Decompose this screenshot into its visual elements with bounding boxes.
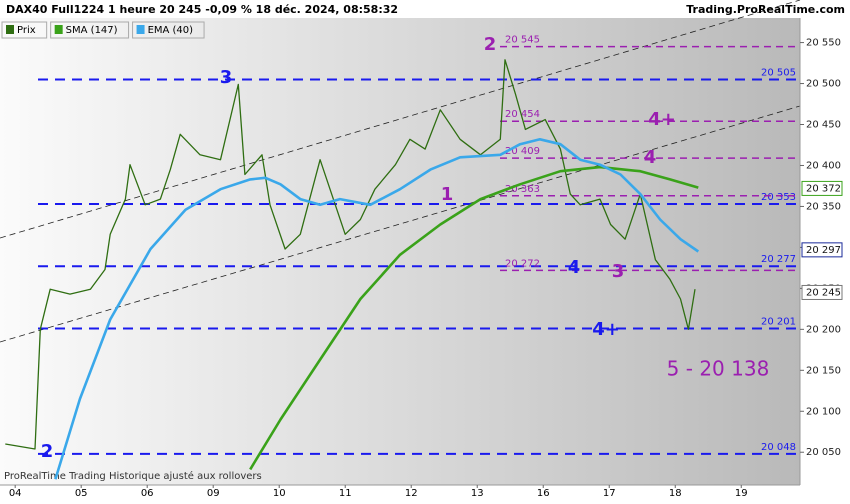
y-tick-label: 20 400 <box>806 160 841 171</box>
y-tick-label: 20 150 <box>806 365 841 376</box>
annotation: 3 <box>220 67 233 88</box>
source: Trading.ProRealTime.com <box>686 3 845 16</box>
price-marker <box>801 242 843 258</box>
level-label: 20 454 <box>505 109 540 120</box>
price-marker-label: 20 245 <box>806 287 841 298</box>
x-tick-label: 17 <box>603 488 616 499</box>
level-label: 20 277 <box>761 254 796 265</box>
x-tick-label: 10 <box>273 488 286 499</box>
level-label: 20 272 <box>505 258 540 269</box>
price-marker-label: 20 297 <box>806 245 841 256</box>
chart-title: DAX40 Full1224 1 heure 20 245 -0,09 % 18… <box>6 3 398 16</box>
price-marker <box>801 180 843 196</box>
y-tick-label: 20 200 <box>806 324 841 335</box>
annotation: 5 - 20 138 <box>667 357 770 381</box>
x-tick-label: 18 <box>669 488 682 499</box>
level-label: 20 505 <box>761 67 796 78</box>
legend-label: SMA (147) <box>66 25 118 36</box>
level-label: 20 201 <box>761 317 796 328</box>
y-tick-label: 20 550 <box>806 38 841 49</box>
y-tick-label: 20 450 <box>806 120 841 131</box>
legend-label: Prix <box>17 25 36 36</box>
legend-label: EMA (40) <box>148 25 194 36</box>
x-tick-label: 04 <box>9 488 22 499</box>
x-tick-label: 09 <box>207 488 220 499</box>
series-line <box>249 165 699 471</box>
x-tick-label: 16 <box>537 488 550 499</box>
price-marker <box>801 284 843 300</box>
x-tick-label: 13 <box>471 488 484 499</box>
legend-swatch <box>6 25 14 34</box>
annotation: 2 <box>484 34 497 55</box>
level-label: 20 048 <box>761 442 796 453</box>
footer: ProRealTime Trading Historique ajusté au… <box>4 470 262 482</box>
x-tick-label: 05 <box>75 488 88 499</box>
annotation: 4+ <box>648 109 676 130</box>
level-label: 20 409 <box>505 146 540 157</box>
legend-swatch <box>136 25 145 34</box>
annotation: 4+ <box>592 319 620 340</box>
series-line <box>54 138 700 480</box>
x-tick-label: 12 <box>405 488 418 499</box>
legend-box <box>132 21 205 39</box>
y-tick-label: 20 500 <box>806 79 841 90</box>
annotation: 2 <box>41 441 54 462</box>
series-line <box>5 59 696 450</box>
y-tick-label: 20 050 <box>806 447 841 458</box>
annotation: 4 <box>644 147 657 168</box>
annotation: 3 <box>612 261 625 282</box>
trend-line <box>0 0 801 239</box>
y-tick-label: 20 100 <box>806 406 841 417</box>
trend-line <box>0 105 801 343</box>
x-tick-label: 06 <box>141 488 154 499</box>
annotation: 4 <box>568 257 581 278</box>
y-tick-label: 20 350 <box>806 201 841 212</box>
annotation: 1 <box>441 184 454 205</box>
legend-box <box>50 21 130 39</box>
x-tick-label: 11 <box>339 488 352 499</box>
level-label: 20 363 <box>505 184 540 195</box>
legend-box <box>1 21 48 39</box>
level-label: 20 545 <box>505 35 540 46</box>
level-label: 20 353 <box>761 192 796 203</box>
x-tick-label: 19 <box>735 488 748 499</box>
price-marker-label: 20 372 <box>806 183 841 194</box>
plot-area <box>0 18 800 485</box>
legend-swatch <box>54 25 63 34</box>
